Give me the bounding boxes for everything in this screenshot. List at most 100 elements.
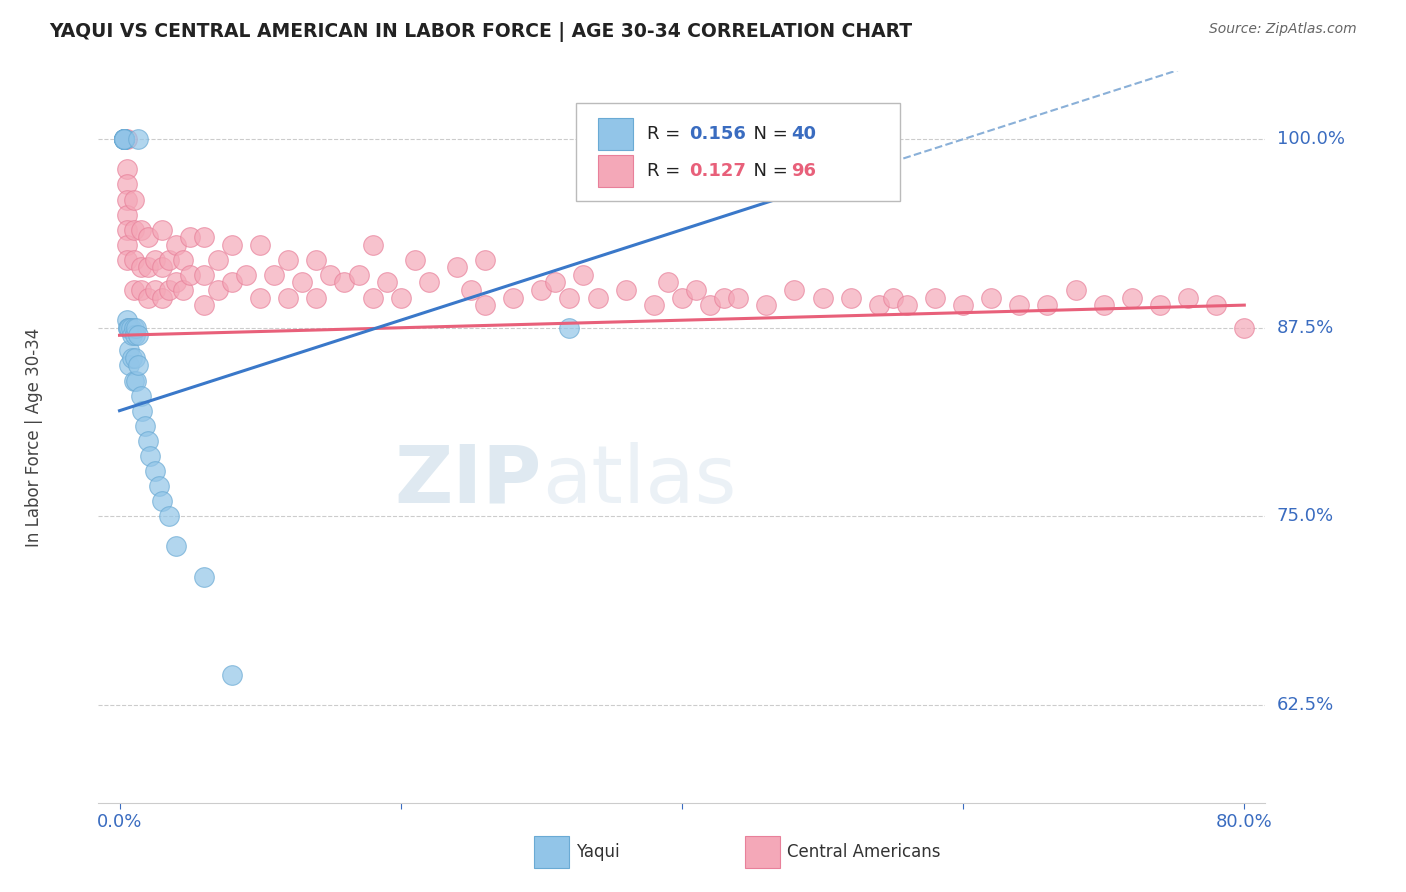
Point	[404, 252, 426, 267]
Point	[112, 132, 135, 146]
Point	[121, 328, 143, 343]
Point	[221, 276, 243, 290]
Point	[361, 291, 384, 305]
Point	[115, 132, 138, 146]
Point	[572, 268, 595, 282]
Text: 100.0%: 100.0%	[1277, 130, 1344, 148]
Point	[131, 403, 153, 417]
Point	[193, 298, 215, 312]
Point	[544, 276, 567, 290]
Point	[148, 479, 170, 493]
Point	[783, 283, 806, 297]
Point	[115, 252, 138, 267]
Point	[558, 320, 581, 334]
Point	[115, 193, 138, 207]
Point	[1149, 298, 1171, 312]
Point	[112, 132, 135, 146]
Point	[129, 260, 152, 275]
Point	[134, 418, 156, 433]
Point	[277, 291, 299, 305]
Point	[115, 162, 138, 177]
Point	[136, 291, 159, 305]
Point	[129, 223, 152, 237]
Point	[112, 132, 135, 146]
Point	[699, 298, 721, 312]
Point	[150, 291, 173, 305]
Text: 75.0%: 75.0%	[1277, 508, 1334, 525]
Point	[685, 283, 707, 297]
Text: 0.156: 0.156	[689, 125, 745, 143]
Point	[614, 283, 637, 297]
Point	[122, 193, 145, 207]
Point	[713, 291, 735, 305]
Point	[150, 223, 173, 237]
Point	[586, 291, 609, 305]
Point	[727, 291, 749, 305]
Point	[121, 351, 143, 365]
Point	[811, 291, 834, 305]
Point	[839, 291, 862, 305]
Point	[460, 283, 482, 297]
Point	[319, 268, 342, 282]
Point	[118, 343, 141, 358]
Point	[115, 237, 138, 252]
Point	[755, 298, 778, 312]
Point	[112, 132, 135, 146]
Point	[671, 291, 693, 305]
Point	[558, 291, 581, 305]
Point	[221, 237, 243, 252]
Point	[136, 230, 159, 244]
Point	[124, 351, 146, 365]
Point	[150, 494, 173, 508]
Point	[136, 434, 159, 448]
Point	[124, 328, 146, 343]
Point	[1036, 298, 1059, 312]
Point	[221, 667, 243, 681]
Point	[122, 320, 145, 334]
Point	[474, 298, 496, 312]
Point	[139, 449, 162, 463]
Text: 40: 40	[792, 125, 817, 143]
Text: Central Americans: Central Americans	[787, 843, 941, 861]
Point	[112, 132, 135, 146]
Point	[193, 569, 215, 583]
Point	[112, 132, 135, 146]
Point	[980, 291, 1002, 305]
Point	[165, 237, 187, 252]
Text: N =: N =	[742, 125, 794, 143]
Point	[157, 252, 180, 267]
Point	[333, 276, 356, 290]
Point	[129, 389, 152, 403]
Text: R =: R =	[647, 162, 686, 180]
Point	[305, 291, 328, 305]
Point	[1121, 291, 1143, 305]
Point	[446, 260, 468, 275]
Point	[115, 208, 138, 222]
Point	[122, 374, 145, 388]
Text: ZIP: ZIP	[395, 442, 541, 520]
Point	[952, 298, 974, 312]
Point	[530, 283, 553, 297]
Point	[882, 291, 904, 305]
Point	[150, 260, 173, 275]
Point	[129, 283, 152, 297]
Text: atlas: atlas	[541, 442, 737, 520]
Point	[136, 260, 159, 275]
Point	[207, 283, 229, 297]
Point	[389, 291, 412, 305]
Text: 62.5%: 62.5%	[1277, 696, 1334, 714]
Point	[112, 132, 135, 146]
Point	[120, 320, 142, 334]
Point	[418, 276, 440, 290]
Text: Source: ZipAtlas.com: Source: ZipAtlas.com	[1209, 22, 1357, 37]
Point	[122, 223, 145, 237]
Text: R =: R =	[647, 125, 686, 143]
Point	[193, 230, 215, 244]
Point	[235, 268, 257, 282]
Point	[249, 237, 271, 252]
Point	[643, 298, 665, 312]
Point	[157, 283, 180, 297]
Point	[115, 313, 138, 327]
Point	[127, 328, 149, 343]
Point	[172, 283, 194, 297]
